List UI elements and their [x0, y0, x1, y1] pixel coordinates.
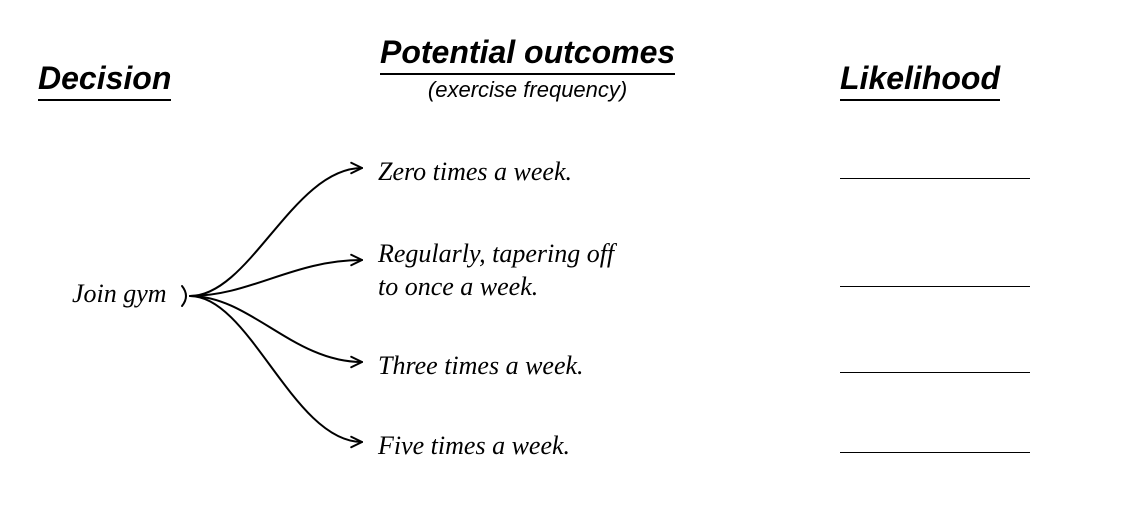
branch-arrow: [190, 296, 362, 362]
outcome-node: Regularly, tapering off to once a week.: [378, 238, 718, 303]
arrowhead-icon: [351, 357, 362, 362]
header-title: Likelihood: [840, 60, 1000, 101]
origin-bracket-icon: [182, 286, 186, 306]
branch-arrow: [190, 260, 362, 296]
arrowhead-icon: [351, 442, 362, 447]
arrowhead-icon: [351, 163, 362, 168]
outcome-node: Zero times a week.: [378, 156, 718, 189]
arrowhead-icon: [351, 255, 362, 260]
likelihood-blank: [840, 452, 1030, 453]
branch-arrow: [190, 168, 362, 296]
column-header-outcomes: Potential outcomes (exercise frequency): [380, 34, 675, 103]
likelihood-blank: [840, 178, 1030, 179]
arrowhead-icon: [351, 260, 362, 265]
decision-node: Join gym: [72, 278, 167, 311]
header-title: Decision: [38, 60, 171, 101]
arrowhead-icon: [351, 437, 362, 442]
likelihood-blank: [840, 286, 1030, 287]
branch-arrow: [190, 296, 362, 442]
likelihood-blank: [840, 372, 1030, 373]
outcome-node: Three times a week.: [378, 350, 718, 383]
header-title: Potential outcomes: [380, 34, 675, 75]
outcome-node: Five times a week.: [378, 430, 718, 463]
column-header-likelihood: Likelihood: [840, 60, 1000, 101]
column-header-decision: Decision: [38, 60, 171, 101]
arrowhead-icon: [351, 362, 362, 367]
arrowhead-icon: [351, 168, 362, 173]
header-subtitle: (exercise frequency): [380, 77, 675, 103]
